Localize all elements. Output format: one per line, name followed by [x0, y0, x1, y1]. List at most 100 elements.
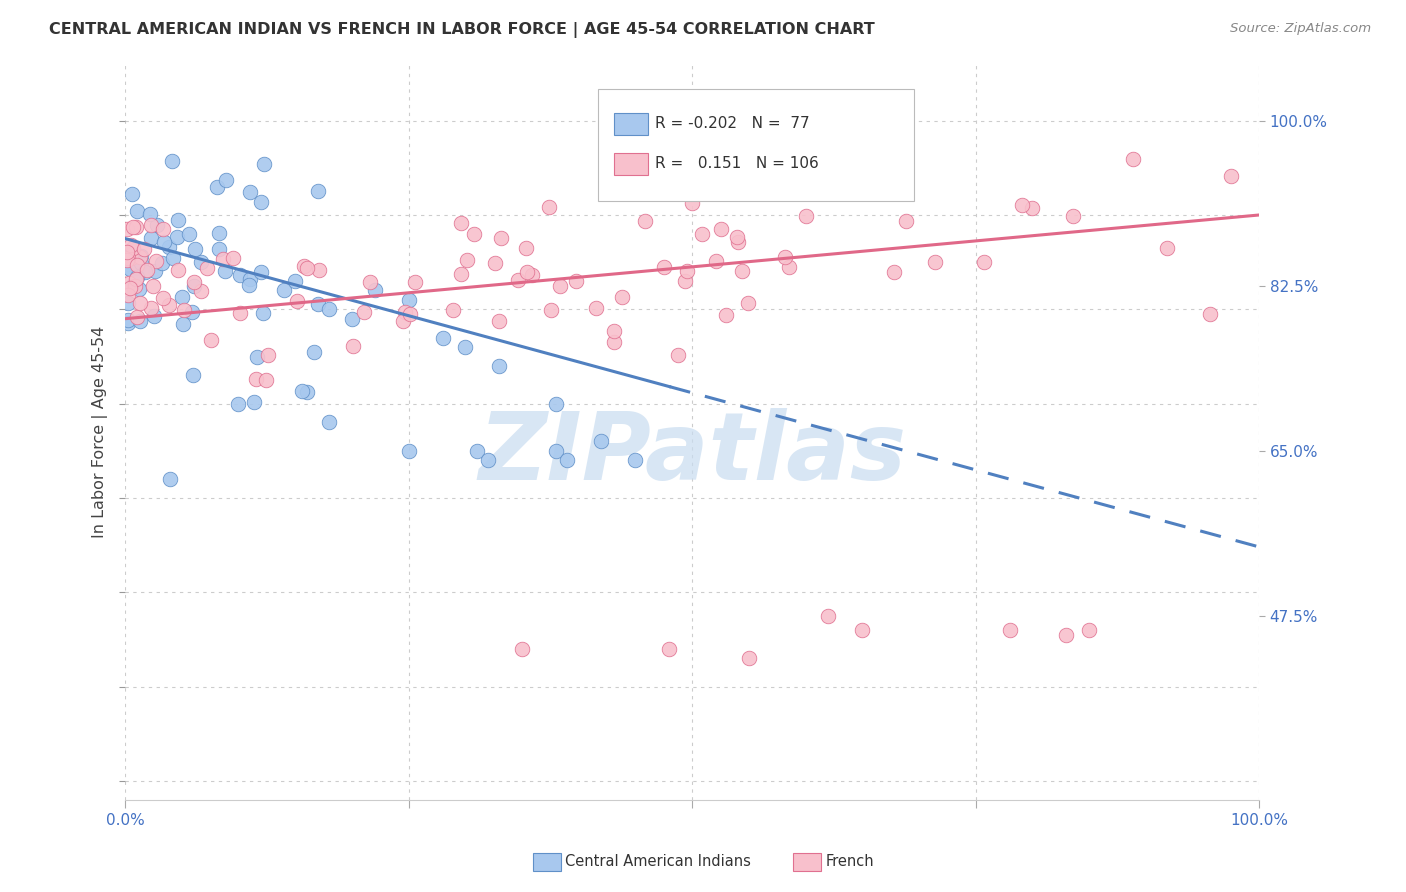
Point — [134, 265, 156, 279]
Point — [238, 277, 260, 292]
Point — [398, 293, 420, 307]
Point — [399, 307, 422, 321]
Text: Source: ZipAtlas.com: Source: ZipAtlas.com — [1230, 22, 1371, 36]
Point — [292, 259, 315, 273]
Point — [851, 623, 873, 637]
Point — [710, 222, 733, 236]
Point — [250, 264, 273, 278]
Point — [117, 222, 139, 236]
Point — [465, 443, 488, 458]
Y-axis label: In Labor Force | Age 45-54: In Labor Force | Age 45-54 — [93, 326, 108, 538]
Point — [120, 261, 142, 276]
Point — [157, 298, 180, 312]
Point — [488, 313, 510, 327]
Point — [128, 314, 150, 328]
Point — [177, 227, 200, 241]
Point — [308, 263, 330, 277]
Point — [318, 302, 340, 317]
Point — [117, 313, 139, 327]
Point — [673, 274, 696, 288]
Point — [245, 372, 267, 386]
Point — [117, 296, 139, 310]
Point — [134, 242, 156, 256]
Point — [183, 242, 205, 256]
Point — [254, 373, 277, 387]
Point — [152, 222, 174, 236]
Point — [302, 344, 325, 359]
Point — [363, 284, 385, 298]
Point — [128, 296, 150, 310]
Point — [973, 254, 995, 268]
Point — [564, 274, 586, 288]
Point — [1021, 202, 1043, 216]
Point — [256, 348, 278, 362]
Point — [146, 218, 169, 232]
Point — [139, 301, 162, 315]
Point — [894, 214, 917, 228]
Point — [295, 260, 318, 275]
Point — [125, 269, 148, 284]
Point — [681, 196, 703, 211]
Point — [181, 305, 204, 319]
Point — [398, 443, 420, 458]
Point — [516, 265, 538, 279]
Point — [307, 184, 329, 198]
Point — [544, 396, 567, 410]
Point — [222, 251, 245, 265]
Point — [129, 250, 152, 264]
Point — [924, 255, 946, 269]
Point — [1122, 152, 1144, 166]
Point — [128, 250, 150, 264]
Point — [1011, 198, 1033, 212]
Point — [157, 240, 180, 254]
Point — [612, 290, 634, 304]
Point — [136, 263, 159, 277]
Point — [120, 281, 142, 295]
Point — [676, 264, 699, 278]
Point — [118, 277, 141, 291]
Point — [603, 324, 626, 338]
Point — [725, 230, 748, 244]
Point — [214, 264, 236, 278]
Point — [125, 258, 148, 272]
Point — [714, 308, 737, 322]
Point — [246, 350, 269, 364]
Point — [450, 268, 472, 282]
Point — [252, 306, 274, 320]
Point — [318, 416, 340, 430]
Point — [159, 472, 181, 486]
Point — [121, 186, 143, 201]
Point — [208, 226, 231, 240]
Point — [172, 317, 194, 331]
Point — [143, 310, 166, 324]
Point — [515, 242, 537, 256]
Point — [340, 311, 363, 326]
Point — [456, 252, 478, 267]
Point — [489, 231, 512, 245]
Point — [284, 274, 307, 288]
Point — [353, 305, 375, 319]
Point — [463, 227, 485, 242]
Text: ZIPatlas: ZIPatlas — [478, 408, 907, 500]
Point — [1198, 308, 1220, 322]
Text: French: French — [825, 855, 875, 869]
Point — [141, 231, 163, 245]
Point — [117, 316, 139, 330]
Point — [404, 275, 426, 289]
Point — [229, 306, 252, 320]
Point — [796, 209, 818, 223]
Point — [127, 310, 149, 325]
Point — [773, 251, 796, 265]
Point — [658, 641, 681, 656]
Point — [557, 453, 579, 467]
Point — [359, 276, 381, 290]
Point — [392, 313, 415, 327]
Point — [128, 282, 150, 296]
Point — [145, 253, 167, 268]
Point — [520, 268, 543, 282]
Point — [129, 256, 152, 270]
Point — [1056, 628, 1078, 642]
Point — [173, 302, 195, 317]
Point — [998, 623, 1021, 637]
Point — [117, 257, 139, 271]
